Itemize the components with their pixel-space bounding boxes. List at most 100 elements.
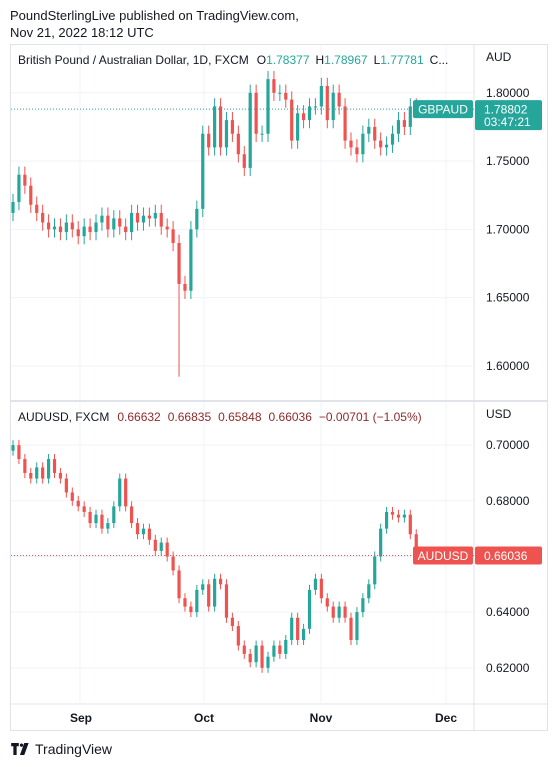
candle-body — [70, 222, 74, 230]
candle-body — [141, 528, 146, 535]
candle-body — [343, 106, 347, 141]
y-tick-label: 1.65000 — [486, 291, 530, 305]
candle-body — [124, 478, 128, 507]
candle-body — [331, 606, 335, 618]
candle-body — [88, 511, 92, 524]
candle-body — [11, 445, 15, 451]
candle-body — [325, 85, 329, 121]
candle-body — [88, 226, 92, 233]
candle-body — [307, 106, 312, 121]
candle-body — [177, 242, 181, 284]
bar-countdown: 03:47:21 — [484, 115, 531, 129]
candle-body — [224, 584, 229, 618]
ohlc-key: L — [374, 53, 381, 67]
ohlc-value: 0.66632 — [117, 410, 161, 424]
candle-body — [290, 617, 294, 640]
candle-body — [207, 584, 211, 607]
brand-name: TradingView — [35, 741, 113, 757]
last-price-value: 1.78802 — [484, 103, 528, 117]
ohlc-change: −0.00701 (−1.05%) — [319, 410, 422, 424]
candle-body — [284, 639, 288, 654]
candle-body — [46, 459, 51, 479]
candle-body — [218, 106, 223, 148]
candle-body — [195, 589, 199, 613]
candle-body — [361, 598, 365, 613]
candle-body — [272, 79, 276, 93]
candle-body — [266, 656, 270, 668]
candle-body — [118, 478, 122, 507]
symbol-tag-label: GBPAUD — [418, 103, 468, 117]
chart-frame — [10, 44, 548, 731]
candle-body — [135, 523, 140, 535]
candle-body — [242, 154, 246, 168]
candle-body — [171, 229, 175, 243]
x-tick-label: Oct — [194, 711, 214, 725]
candle-body — [35, 204, 39, 213]
publish-date: Nov 21, 2022 18:12 UTC — [10, 25, 154, 40]
candle-body — [29, 185, 33, 205]
candle-body — [52, 459, 57, 473]
candle-body — [349, 617, 353, 640]
candle-body — [17, 445, 21, 460]
candle-body — [207, 133, 211, 148]
candle-body — [248, 92, 252, 168]
candle-body — [183, 598, 187, 607]
ohlc-value: 0.65848 — [218, 410, 262, 424]
candle-body — [373, 556, 377, 585]
candle-body — [319, 85, 323, 107]
candle-body — [284, 92, 288, 100]
candle-body — [367, 126, 371, 134]
candle-body — [384, 144, 389, 148]
candle-body — [159, 542, 163, 551]
candle-body — [355, 612, 359, 640]
candle-body — [112, 218, 116, 230]
y-tick-label: 0.62000 — [486, 661, 530, 675]
candle-body — [41, 467, 45, 479]
candle-body — [106, 215, 110, 230]
candle-body — [325, 598, 329, 607]
x-tick-label: Dec — [435, 711, 457, 725]
candle-body — [135, 212, 140, 223]
publisher-header: PoundSterlingLive published on TradingVi… — [10, 7, 299, 41]
symbol-tag — [413, 100, 473, 119]
x-tick-label: Nov — [310, 711, 333, 725]
candle-body — [112, 506, 116, 524]
candle-body — [296, 617, 300, 640]
candle-body — [343, 606, 347, 618]
candle-body — [224, 120, 229, 148]
candle-body — [76, 229, 80, 237]
candle-body — [408, 106, 412, 127]
y-tick-label: 1.75000 — [486, 154, 530, 168]
axis-unit-label: AUD — [486, 50, 512, 64]
symbol-tag-label: AUDUSD — [418, 549, 469, 563]
candle-body — [272, 645, 276, 657]
candle-body — [337, 92, 341, 107]
candle-body — [230, 120, 235, 134]
candle-body — [64, 222, 68, 233]
series-title: British Pound / Australian Dollar, 1D, F… — [18, 53, 249, 67]
candle-body — [76, 500, 80, 507]
candle-body — [373, 126, 377, 141]
ohlc-key: C — [430, 53, 439, 67]
candle-body — [23, 459, 27, 473]
y-tick-label: 1.70000 — [486, 222, 530, 236]
candle-body — [165, 226, 169, 230]
candle-body — [46, 222, 51, 230]
candle-body — [130, 506, 134, 524]
candle-body — [100, 514, 104, 529]
candle-body — [301, 628, 306, 640]
candle-body — [82, 226, 86, 237]
candle-body — [106, 523, 110, 529]
candle-body — [17, 174, 21, 203]
candle-body — [58, 226, 63, 233]
ohlc-value: 1.77781 — [380, 53, 424, 67]
candle-body — [236, 626, 240, 646]
candle-body — [94, 514, 98, 524]
candle-body — [296, 113, 300, 141]
candle-body — [189, 606, 193, 613]
candle-body — [384, 511, 389, 529]
candle-body — [124, 226, 128, 233]
candle-body — [260, 133, 264, 135]
candle-body — [195, 208, 199, 230]
